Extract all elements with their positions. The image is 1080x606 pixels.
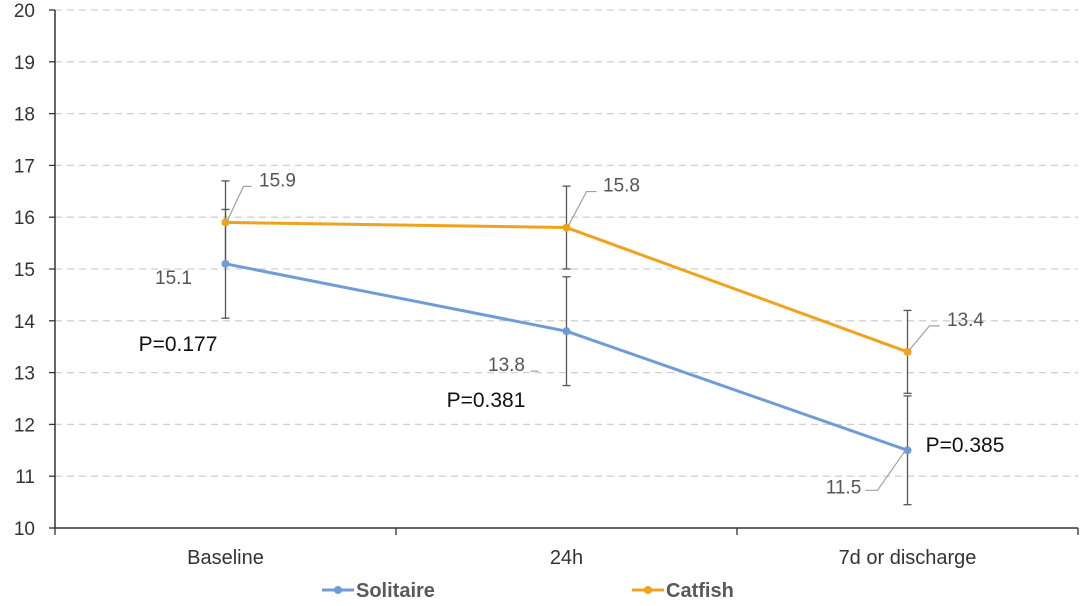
data-label-catfish: 15.8 [603, 176, 640, 197]
data-label-solitaire: 15.1 [155, 268, 192, 289]
label-leader-line [226, 185, 252, 221]
axes: 10 11 12 13 14 15 16 17 18 19 20 Baseline 24h 7d or d… [14, 1, 1079, 569]
y-tick-label: 10 [14, 519, 35, 540]
y-tick-label: 16 [14, 208, 35, 229]
data-label-catfish: 13.4 [947, 310, 984, 331]
legend-label-solitaire: Solitaire [356, 580, 435, 602]
x-tick-label: 24h [550, 547, 583, 569]
data-point-solitaire [903, 446, 912, 455]
x-tick-label: 7d or discharge [839, 547, 977, 569]
legend-item-solitaire: Solitaire [322, 580, 435, 602]
legend-marker-solitaire [334, 586, 342, 594]
y-tick-label: 14 [14, 312, 36, 333]
legend: Solitaire Catfish [322, 580, 734, 602]
data-label-solitaire: 11.5 [826, 477, 862, 498]
y-tick-label: 17 [14, 156, 35, 177]
y-tick-label: 19 [14, 53, 35, 74]
legend-item-catfish: Catfish [632, 580, 734, 602]
y-tick-label: 15 [14, 260, 35, 281]
data-point-solitaire [221, 259, 230, 268]
data-label-catfish: 15.9 [259, 170, 296, 191]
label-leader-line [909, 325, 940, 351]
p-value-annotation: P=0.385 [926, 434, 1005, 457]
label-leader-line [865, 449, 906, 491]
legend-label-catfish: Catfish [666, 580, 734, 602]
y-tick-label: 12 [14, 415, 35, 436]
x-tick-label: Baseline [187, 547, 264, 569]
data-labels: 15.1 13.8 11.5 15.9 15.8 13.4 P=0.177 P=0.381 P=… [139, 170, 1005, 498]
data-point-solitaire [562, 327, 571, 336]
data-label-solitaire: 13.8 [488, 355, 525, 376]
y-tick-label: 20 [14, 1, 35, 22]
y-tick-label: 18 [14, 105, 35, 126]
p-value-annotation: P=0.177 [139, 333, 218, 356]
y-tick-label: 13 [14, 364, 35, 385]
label-leader-line [567, 190, 597, 226]
legend-marker-catfish [644, 586, 652, 594]
y-tick-label: 11 [15, 467, 35, 488]
p-value-annotation: P=0.381 [447, 389, 526, 412]
